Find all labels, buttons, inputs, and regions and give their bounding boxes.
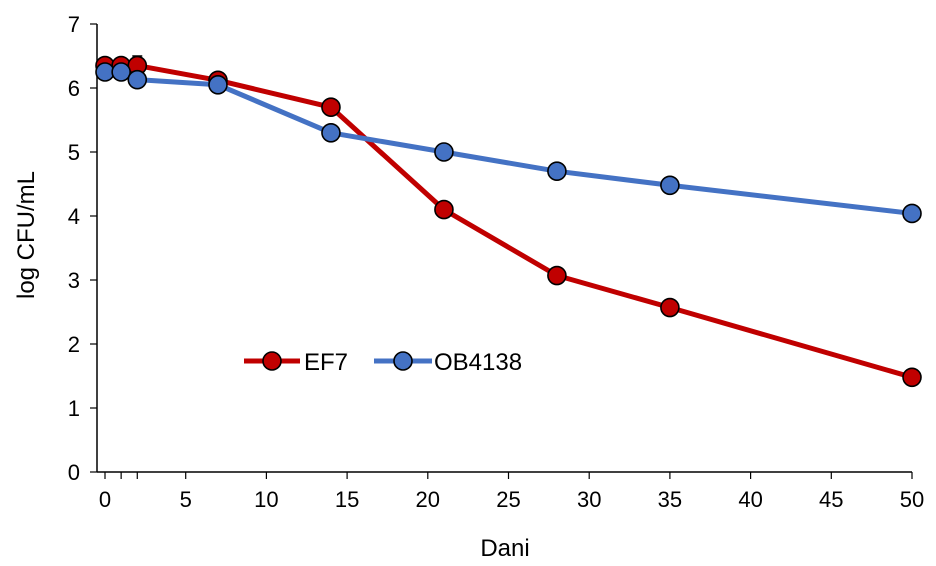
y-tick-label: 1 <box>68 396 80 421</box>
x-tick-label: 0 <box>99 487 111 512</box>
data-point <box>208 75 228 95</box>
data-point <box>547 265 567 286</box>
x-tick-label: 10 <box>254 487 278 512</box>
data-point <box>902 367 922 388</box>
x-tick-label: 50 <box>900 487 924 512</box>
y-tick-label: 5 <box>68 140 80 165</box>
y-axis-label: log CFU/mL <box>13 171 40 299</box>
y-tick-label: 4 <box>68 204 80 229</box>
x-axis-label: Dani <box>480 535 529 562</box>
series-group <box>95 55 922 388</box>
series-line <box>105 69 913 216</box>
axes <box>96 24 912 473</box>
data-point <box>321 123 341 143</box>
y-tick-label: 7 <box>68 12 80 37</box>
data-point <box>111 62 131 82</box>
data-point <box>660 175 680 196</box>
legend-swatch-marker <box>262 351 282 371</box>
x-tick-label: 25 <box>496 487 520 512</box>
legend: EF7 OB4138 <box>244 349 522 376</box>
legend-label: EF7 <box>304 349 348 376</box>
data-point <box>547 161 567 181</box>
x-tick-label: 35 <box>658 487 682 512</box>
x-tick-label: 30 <box>577 487 601 512</box>
data-point <box>902 203 922 224</box>
data-point <box>95 62 115 82</box>
legend-item-ef7: EF7 <box>244 349 348 376</box>
data-point <box>127 69 148 90</box>
x-tick-label: 15 <box>335 487 359 512</box>
legend-label: OB4138 <box>434 349 522 376</box>
y-tick-label: 2 <box>68 332 80 357</box>
y-ticks: 0 1 2 3 4 5 6 7 <box>68 12 97 485</box>
x-tick-label: 40 <box>738 487 762 512</box>
series-ob4138 <box>95 62 922 224</box>
data-point <box>660 297 680 318</box>
y-tick-label: 6 <box>68 76 80 101</box>
data-point <box>434 142 454 162</box>
x-tick-label: 5 <box>180 487 192 512</box>
x-tick-label: 20 <box>416 487 440 512</box>
y-tick-label: 3 <box>68 268 80 293</box>
x-ticks: 0 5 10 15 20 25 30 35 40 45 50 <box>99 472 924 512</box>
y-tick-label: 0 <box>68 460 80 485</box>
legend-item-ob4138: OB4138 <box>374 349 522 376</box>
data-point <box>434 199 454 220</box>
data-point <box>321 97 341 117</box>
legend-swatch-marker <box>393 351 413 371</box>
series-ef7 <box>95 55 922 388</box>
x-tick-label: 45 <box>819 487 843 512</box>
series-line <box>105 63 913 380</box>
